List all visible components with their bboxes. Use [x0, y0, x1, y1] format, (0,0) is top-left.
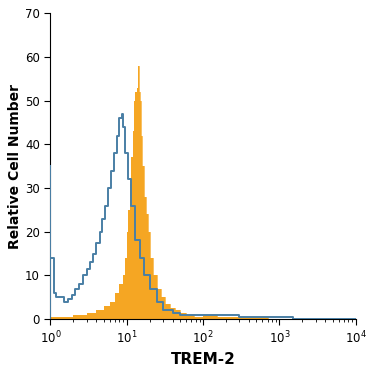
Y-axis label: Relative Cell Number: Relative Cell Number	[8, 84, 22, 249]
X-axis label: TREM-2: TREM-2	[171, 352, 236, 367]
